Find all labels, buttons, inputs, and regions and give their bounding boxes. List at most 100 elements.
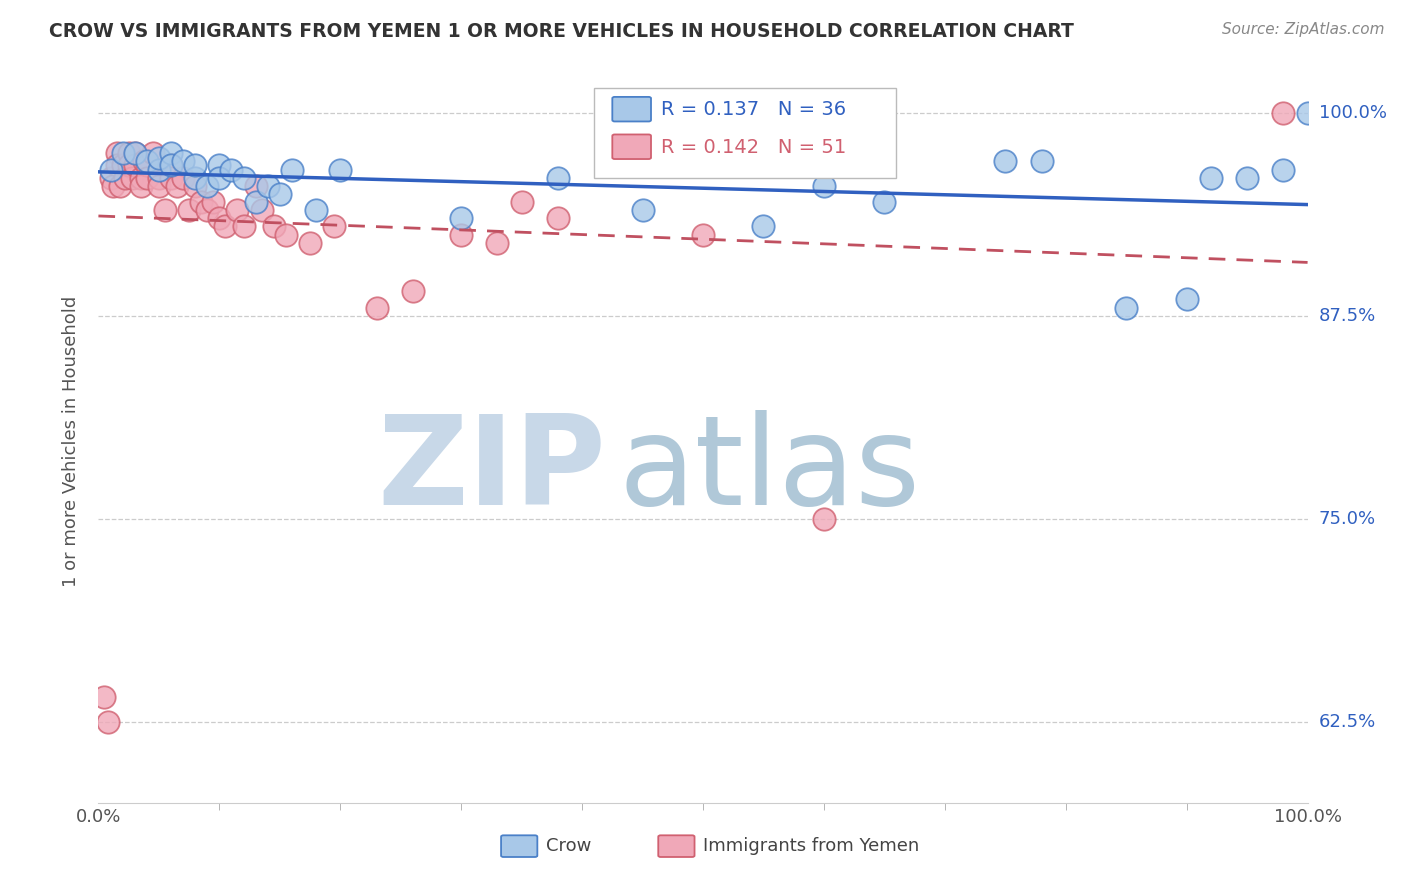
Point <box>134 154 156 169</box>
Point <box>172 170 194 185</box>
Text: R = 0.137   N = 36: R = 0.137 N = 36 <box>661 101 846 120</box>
Point <box>101 178 124 193</box>
Point <box>208 158 231 172</box>
Point <box>184 158 207 172</box>
Point <box>195 178 218 193</box>
Point <box>1199 170 1222 185</box>
Point <box>813 178 835 193</box>
FancyBboxPatch shape <box>613 135 651 159</box>
Point <box>124 146 146 161</box>
Point <box>1272 162 1295 177</box>
Point <box>1296 105 1319 120</box>
Point <box>305 203 328 218</box>
Point <box>269 186 291 201</box>
Point <box>1175 293 1198 307</box>
Point <box>323 219 346 234</box>
Point <box>994 154 1017 169</box>
Point <box>148 170 170 185</box>
Point <box>148 151 170 165</box>
Point <box>111 146 134 161</box>
Point <box>202 195 225 210</box>
Point <box>111 158 134 172</box>
Text: Source: ZipAtlas.com: Source: ZipAtlas.com <box>1222 22 1385 37</box>
Text: atlas: atlas <box>619 410 921 531</box>
Point <box>97 714 120 729</box>
FancyBboxPatch shape <box>595 87 897 178</box>
Point <box>208 170 231 185</box>
Point <box>281 162 304 177</box>
Point <box>153 203 176 218</box>
Point <box>232 170 254 185</box>
Text: CROW VS IMMIGRANTS FROM YEMEN 1 OR MORE VEHICLES IN HOUSEHOLD CORRELATION CHART: CROW VS IMMIGRANTS FROM YEMEN 1 OR MORE … <box>49 22 1074 41</box>
Point <box>166 178 188 193</box>
Point <box>402 285 425 299</box>
Point <box>172 154 194 169</box>
Text: Crow: Crow <box>546 838 591 855</box>
Point <box>118 146 141 161</box>
Point <box>631 203 654 218</box>
Text: 100.0%: 100.0% <box>1319 103 1386 121</box>
Point <box>129 178 152 193</box>
Y-axis label: 1 or more Vehicles in Household: 1 or more Vehicles in Household <box>62 296 80 587</box>
Point <box>160 158 183 172</box>
Point <box>450 227 472 242</box>
Point <box>179 203 201 218</box>
Text: Immigrants from Yemen: Immigrants from Yemen <box>703 838 920 855</box>
Point <box>1236 170 1258 185</box>
Point <box>160 146 183 161</box>
Text: 75.0%: 75.0% <box>1319 509 1376 528</box>
Text: ZIP: ZIP <box>378 410 606 531</box>
Point <box>124 146 146 161</box>
Point <box>100 162 122 177</box>
Point <box>114 170 136 185</box>
Point <box>547 170 569 185</box>
Point <box>100 170 122 185</box>
Point <box>226 203 249 218</box>
Point <box>752 219 775 234</box>
Point <box>148 162 170 177</box>
Point <box>148 178 170 193</box>
Point <box>142 146 165 161</box>
Point <box>221 162 243 177</box>
Point <box>105 146 128 161</box>
Point <box>366 301 388 315</box>
Point <box>184 170 207 185</box>
Point <box>160 170 183 185</box>
Point <box>1115 301 1137 315</box>
Point <box>274 227 297 242</box>
Text: R = 0.142   N = 51: R = 0.142 N = 51 <box>661 138 846 157</box>
Point <box>195 203 218 218</box>
Point <box>160 158 183 172</box>
Point <box>105 158 128 172</box>
Point <box>256 178 278 193</box>
Point <box>486 235 509 250</box>
Point <box>135 158 157 172</box>
Point <box>121 170 143 185</box>
Point <box>135 170 157 185</box>
Point <box>250 203 273 218</box>
Point <box>873 195 896 210</box>
Point <box>108 178 131 193</box>
Point <box>329 162 352 177</box>
Point <box>232 219 254 234</box>
Point <box>813 511 835 525</box>
Point <box>124 158 146 172</box>
Point <box>692 227 714 242</box>
Point <box>184 178 207 193</box>
Point <box>245 178 267 193</box>
Point <box>510 195 533 210</box>
Point <box>263 219 285 234</box>
FancyBboxPatch shape <box>501 835 537 857</box>
Point <box>93 690 115 705</box>
Point <box>1031 154 1053 169</box>
Point <box>208 211 231 226</box>
Point <box>299 235 322 250</box>
Point <box>450 211 472 226</box>
Point <box>214 219 236 234</box>
Point <box>135 154 157 169</box>
Text: 87.5%: 87.5% <box>1319 307 1376 325</box>
Point <box>129 170 152 185</box>
FancyBboxPatch shape <box>613 97 651 121</box>
Point <box>1272 105 1295 120</box>
Point <box>245 195 267 210</box>
